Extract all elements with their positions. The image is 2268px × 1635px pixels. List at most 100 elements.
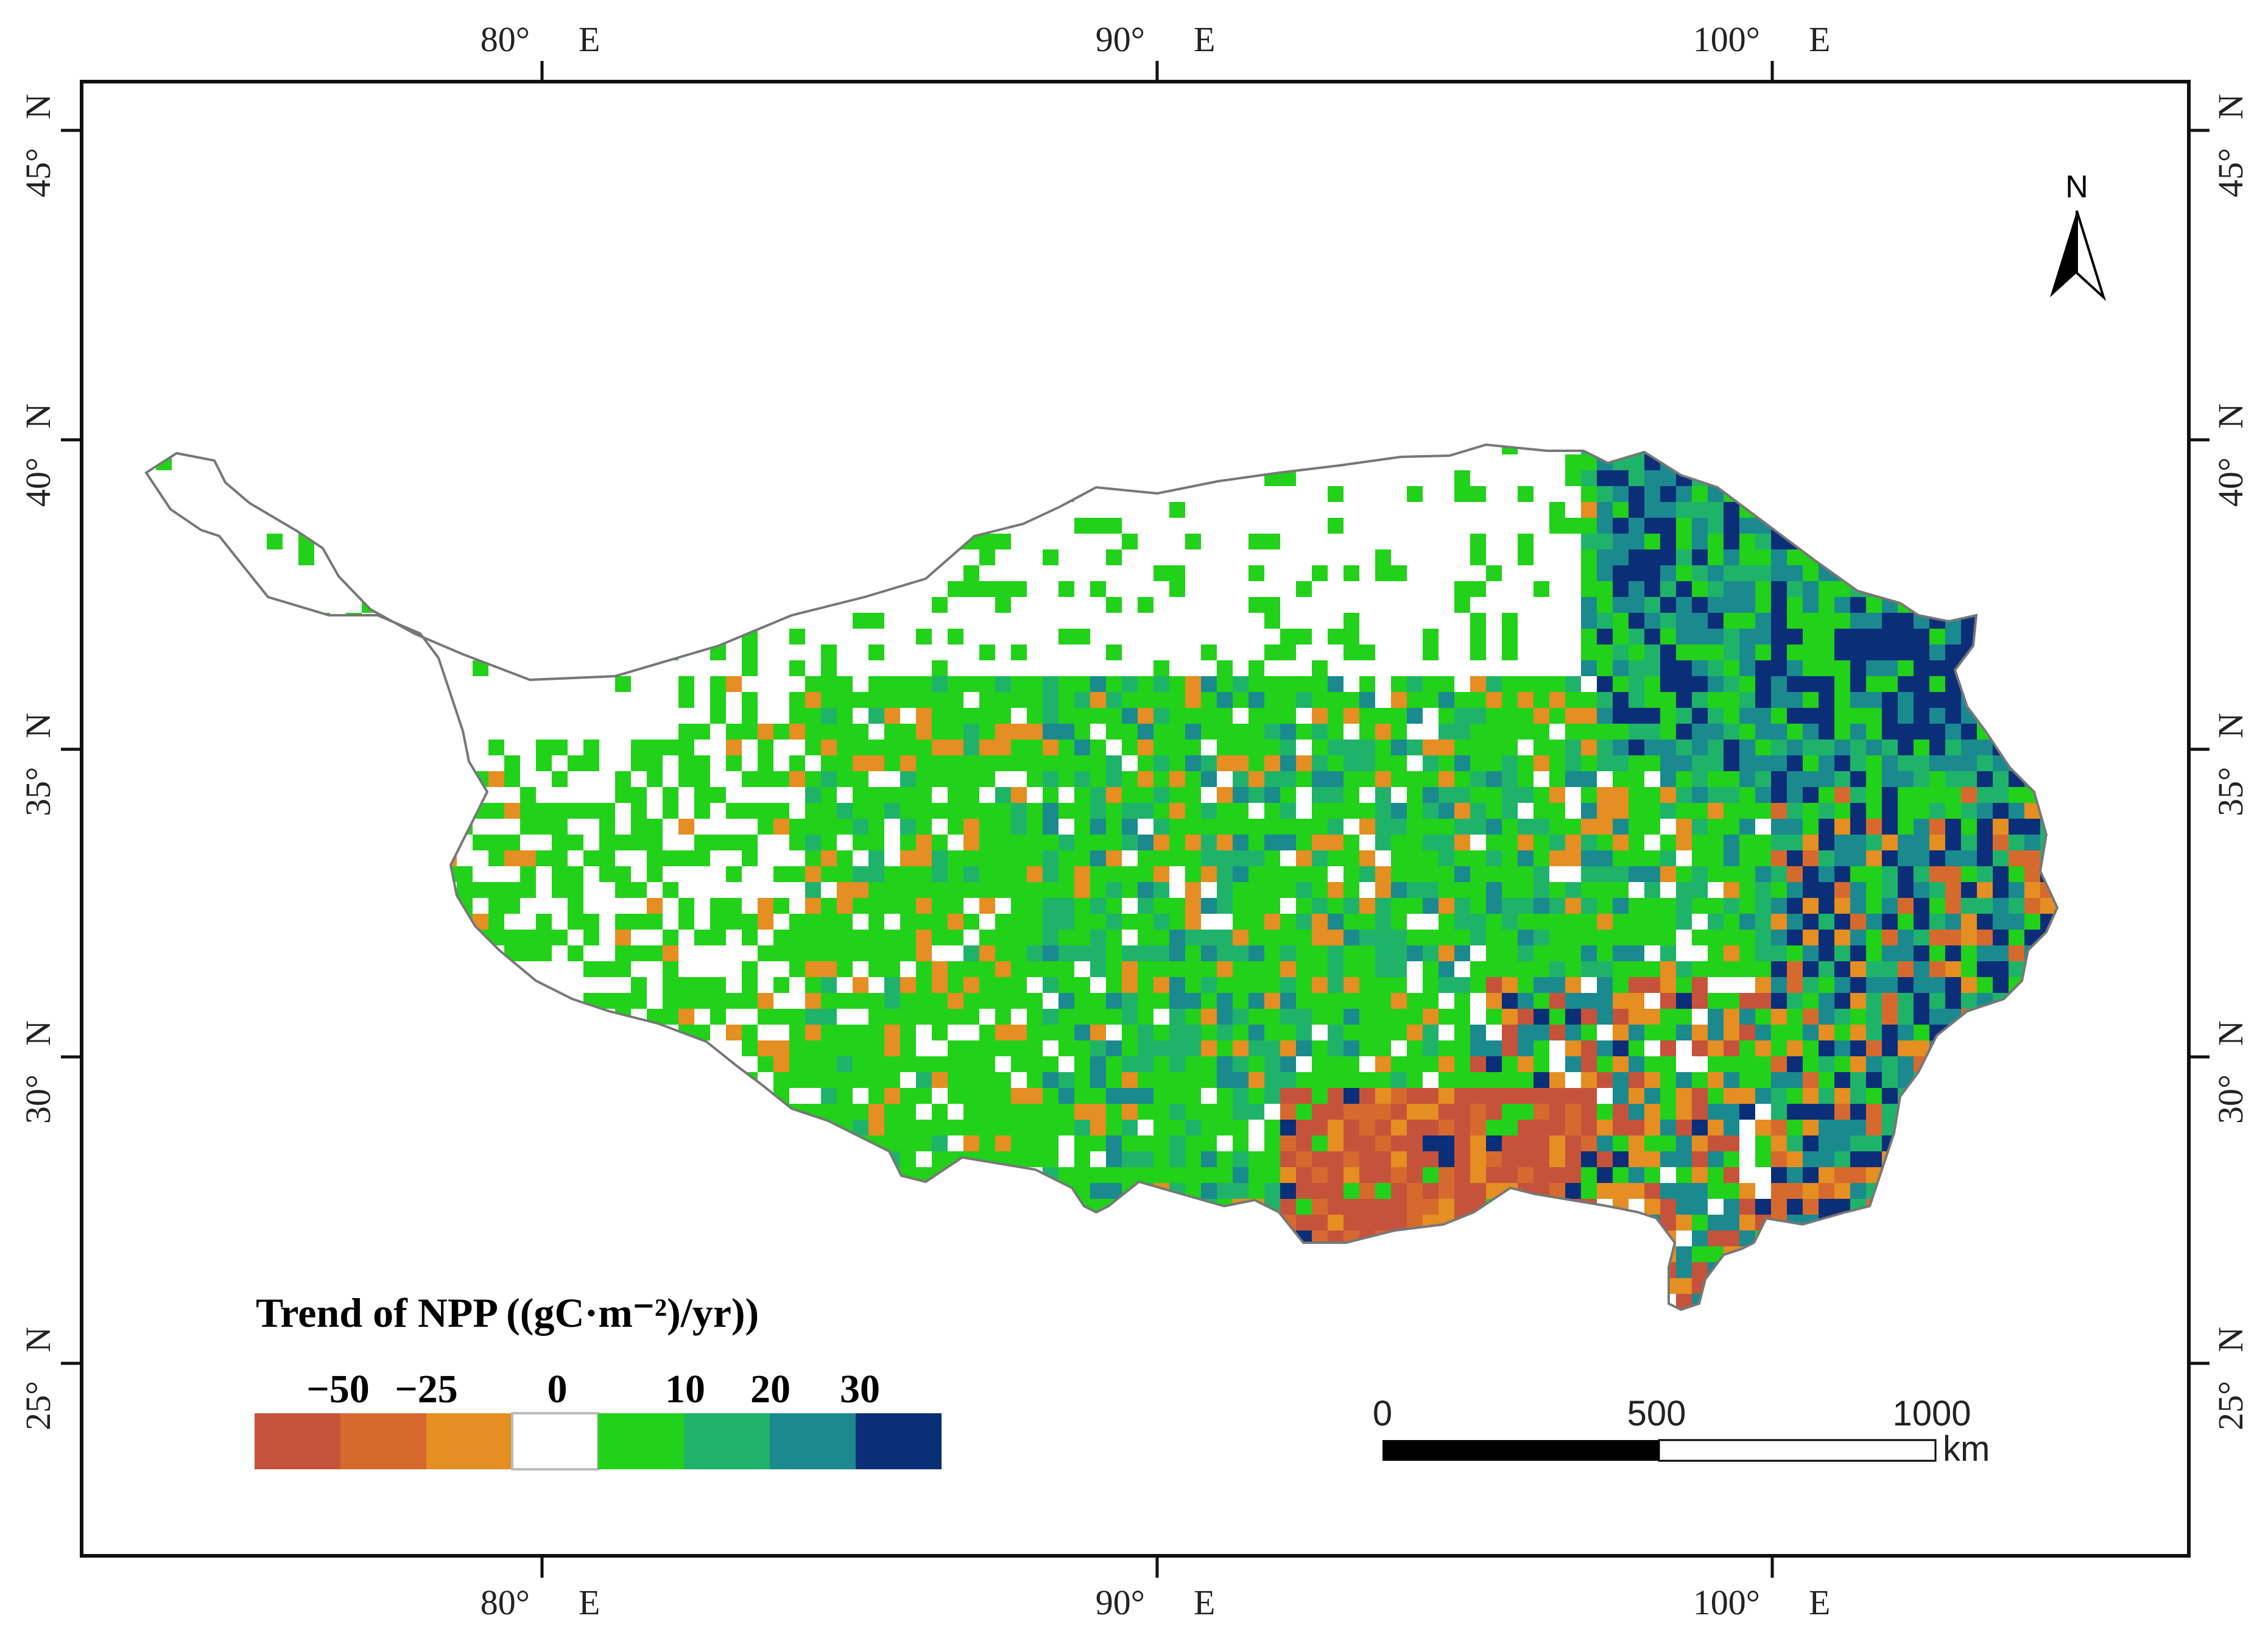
raster-cell	[932, 660, 948, 676]
raster-cell	[1629, 1120, 1644, 1135]
raster-cell	[1153, 1104, 1169, 1120]
raster-cell	[1391, 914, 1407, 930]
raster-cell	[1882, 914, 1898, 930]
raster-cell	[1708, 819, 1724, 835]
raster-cell	[1708, 930, 1724, 945]
raster-cell	[1692, 993, 1708, 1009]
raster-cell	[1470, 755, 1486, 771]
raster-cell	[963, 787, 979, 803]
raster-cell	[1391, 866, 1407, 882]
raster-cell	[1233, 692, 1248, 708]
raster-cell	[1534, 692, 1549, 708]
raster-cell	[1011, 961, 1027, 977]
raster-cell	[1027, 961, 1043, 977]
raster-cell	[1692, 629, 1708, 644]
raster-cell	[773, 1009, 789, 1025]
raster-cell	[884, 1135, 900, 1151]
raster-cell	[1375, 1215, 1391, 1231]
raster-cell	[1850, 660, 1866, 676]
raster-cell	[1138, 692, 1153, 708]
raster-cell	[1344, 1056, 1359, 1072]
raster-cell	[979, 961, 995, 977]
raster-cell	[1423, 961, 1439, 977]
raster-cell	[837, 724, 853, 740]
raster-cell	[1660, 740, 1676, 755]
raster-cell	[1692, 644, 1708, 660]
raster-cell	[1439, 692, 1454, 708]
raster-cell	[837, 676, 853, 692]
raster-cell	[1597, 755, 1613, 771]
raster-cell	[1549, 755, 1565, 771]
raster-cell	[1787, 850, 1803, 866]
raster-cell	[868, 787, 884, 803]
raster-cell	[1534, 914, 1549, 930]
raster-cell	[1122, 692, 1138, 708]
raster-cell	[1882, 882, 1898, 898]
raster-cell	[1043, 724, 1058, 740]
raster-cell	[1296, 914, 1312, 930]
raster-cell	[1011, 866, 1027, 882]
raster-cell	[1470, 930, 1486, 945]
raster-cell	[1217, 740, 1233, 755]
raster-cell	[1391, 803, 1407, 819]
raster-cell	[1850, 961, 1866, 977]
raster-cell	[1454, 1025, 1470, 1040]
raster-cell	[1629, 534, 1644, 549]
raster-cell	[1866, 898, 1882, 914]
raster-cell	[1201, 945, 1217, 961]
raster-cell	[1138, 1025, 1153, 1040]
raster-cell	[1945, 977, 1961, 993]
raster-cell	[2009, 850, 2024, 866]
raster-cell	[1882, 803, 1898, 819]
raster-cell	[1185, 676, 1201, 692]
raster-cell	[1692, 1215, 1708, 1231]
raster-cell	[1090, 708, 1106, 724]
raster-cell	[1344, 644, 1359, 660]
raster-cell	[1850, 835, 1866, 850]
raster-cell	[1629, 597, 1644, 613]
raster-cell	[1169, 1056, 1185, 1072]
raster-cell	[1043, 755, 1058, 771]
raster-cell	[599, 866, 615, 882]
raster-cell	[853, 740, 868, 755]
raster-cell	[1375, 1183, 1391, 1199]
raster-cell	[1660, 470, 1676, 486]
raster-cell	[1439, 1135, 1454, 1151]
raster-cell	[1803, 1120, 1819, 1135]
raster-cell	[853, 771, 868, 787]
raster-cell	[1296, 819, 1312, 835]
raster-cell	[1945, 993, 1961, 1009]
raster-cell	[1676, 755, 1692, 771]
raster-cell	[1312, 1072, 1328, 1088]
raster-cell	[1312, 1056, 1328, 1072]
raster-cell	[663, 930, 678, 945]
raster-cell	[1708, 1215, 1724, 1231]
raster-cell	[1122, 803, 1138, 819]
raster-cell	[1565, 755, 1581, 771]
raster-cell	[488, 898, 504, 914]
raster-cell	[1597, 565, 1613, 581]
raster-cell	[1755, 1088, 1771, 1104]
legend-swatches	[255, 1412, 942, 1471]
raster-cell	[1312, 1151, 1328, 1167]
raster-cell	[1898, 613, 1914, 629]
raster-cell	[1692, 866, 1708, 882]
raster-cell	[1502, 1167, 1518, 1183]
raster-cell	[2024, 914, 2040, 930]
raster-cell	[1264, 755, 1280, 771]
raster-cell	[1090, 961, 1106, 977]
raster-cell	[1407, 1151, 1423, 1167]
raster-cell	[1534, 1025, 1549, 1040]
raster-cell	[1929, 898, 1945, 914]
raster-cell	[1866, 629, 1882, 644]
raster-cell	[1312, 787, 1328, 803]
raster-cell	[1676, 534, 1692, 549]
raster-cell	[1850, 740, 1866, 755]
raster-cell	[504, 882, 520, 898]
raster-cell	[1264, 1088, 1280, 1104]
raster-cell	[1233, 945, 1248, 961]
raster-cell	[1423, 629, 1439, 644]
raster-cell	[1581, 930, 1597, 945]
raster-cell	[1486, 803, 1502, 819]
raster-cell	[1280, 1183, 1296, 1199]
